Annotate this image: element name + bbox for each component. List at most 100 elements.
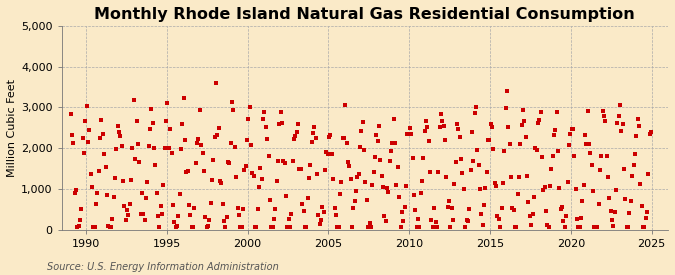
Point <box>180 138 190 142</box>
Point <box>362 224 373 229</box>
Point <box>72 224 82 229</box>
Point <box>496 205 507 210</box>
Point <box>570 186 581 191</box>
Point <box>302 196 313 200</box>
Point <box>198 169 209 173</box>
Point <box>211 81 221 86</box>
Point <box>491 184 502 188</box>
Point <box>115 134 126 138</box>
Point <box>422 125 433 130</box>
Point <box>178 96 189 100</box>
Point <box>412 217 423 221</box>
Point <box>254 185 265 189</box>
Point <box>167 203 178 208</box>
Point <box>224 160 235 165</box>
Point <box>460 224 470 229</box>
Point <box>80 119 90 123</box>
Point <box>348 206 359 210</box>
Point <box>593 202 604 207</box>
Point <box>493 217 504 221</box>
Point <box>350 199 360 204</box>
Point <box>163 146 174 150</box>
Point <box>377 185 388 189</box>
Point <box>126 178 136 182</box>
Point <box>369 155 380 159</box>
Point <box>165 126 176 131</box>
Point <box>591 224 601 229</box>
Point <box>639 224 650 229</box>
Point <box>266 224 277 229</box>
Point <box>587 163 597 167</box>
Point <box>541 209 551 214</box>
Point <box>244 105 255 109</box>
Point <box>398 219 408 224</box>
Point <box>173 214 184 218</box>
Point <box>443 198 454 203</box>
Point <box>481 170 492 175</box>
Point <box>461 218 472 222</box>
Point <box>292 130 302 134</box>
Point <box>77 135 88 140</box>
Point <box>581 142 592 146</box>
Point <box>608 224 619 229</box>
Point <box>507 206 518 210</box>
Point <box>104 224 115 229</box>
Point <box>384 158 395 163</box>
Point <box>196 143 207 147</box>
Point <box>215 178 225 183</box>
Point <box>414 224 425 229</box>
Point <box>510 224 520 229</box>
Point <box>404 125 415 130</box>
Point <box>140 195 151 200</box>
Point <box>261 125 271 130</box>
Point <box>297 202 308 206</box>
Point <box>547 153 558 158</box>
Point <box>465 168 476 173</box>
Point <box>150 163 161 167</box>
Point <box>182 169 193 174</box>
Point <box>190 161 201 166</box>
Point <box>475 187 485 191</box>
Point <box>217 202 228 207</box>
Point <box>589 224 600 229</box>
Point <box>251 224 262 229</box>
Point <box>108 194 119 199</box>
Point <box>99 152 109 156</box>
Point <box>637 204 647 208</box>
Point <box>642 209 653 214</box>
Point <box>641 215 651 220</box>
Point <box>93 169 104 173</box>
Point <box>599 114 610 119</box>
Point <box>406 132 416 136</box>
Point <box>344 163 355 168</box>
Point <box>632 117 643 121</box>
Point <box>564 143 574 147</box>
Point <box>601 154 612 158</box>
Point <box>66 133 77 137</box>
Point <box>473 163 484 167</box>
Point <box>470 105 481 109</box>
Point <box>411 224 422 229</box>
Point <box>84 128 95 132</box>
Point <box>85 172 96 177</box>
Point <box>439 138 450 142</box>
Point <box>515 142 526 147</box>
Point <box>367 183 377 187</box>
Point <box>329 206 340 210</box>
Point <box>279 161 290 165</box>
Point <box>321 150 332 154</box>
Point <box>476 212 487 216</box>
Point <box>153 214 163 218</box>
Point <box>643 172 654 177</box>
Point <box>136 191 147 195</box>
Point <box>186 224 197 229</box>
Point <box>285 224 296 229</box>
Point <box>452 122 462 126</box>
Point <box>352 175 363 179</box>
Point <box>343 160 354 164</box>
Point <box>375 158 385 162</box>
Y-axis label: Million Cubic Feet: Million Cubic Feet <box>7 79 17 177</box>
Point <box>306 140 317 144</box>
Point <box>340 103 351 107</box>
Point <box>319 210 329 214</box>
